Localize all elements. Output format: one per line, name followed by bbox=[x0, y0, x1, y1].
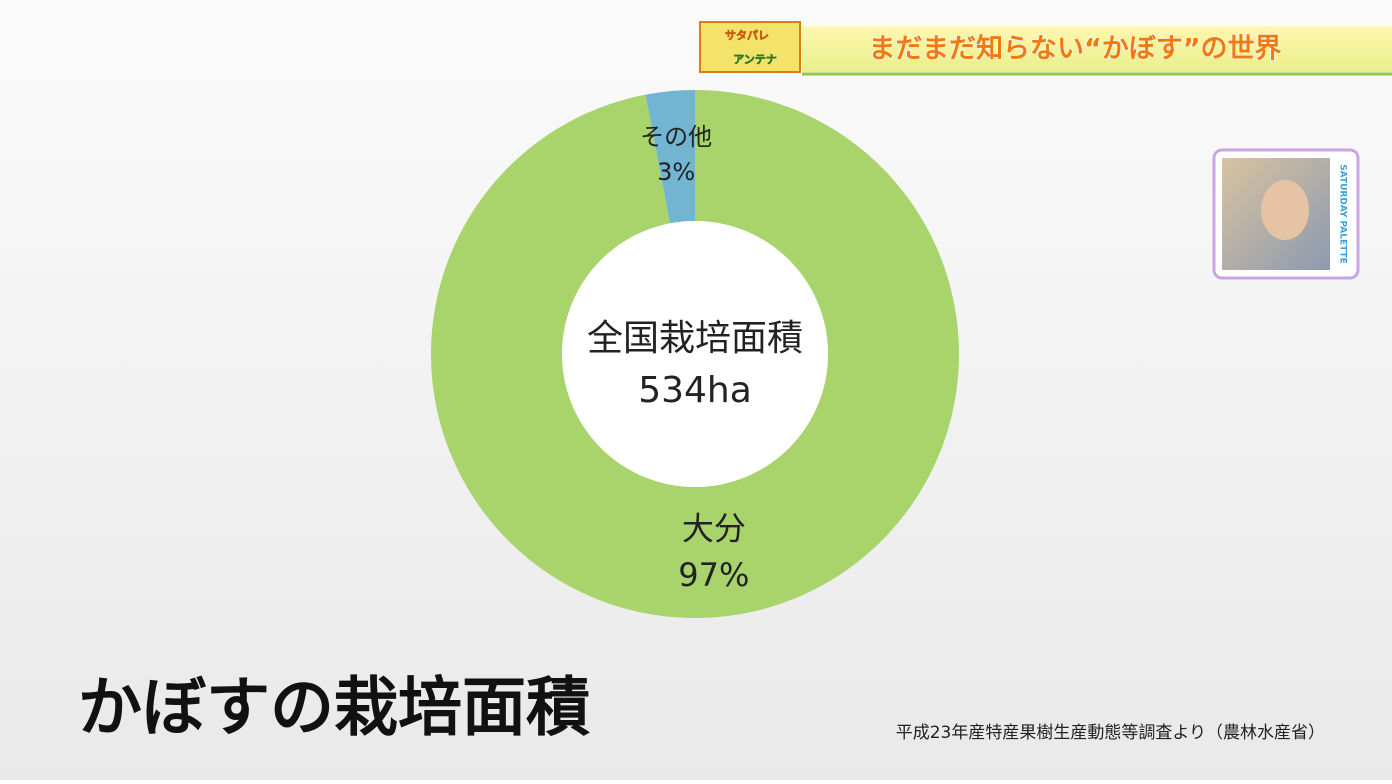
logo bbox=[699, 21, 801, 73]
banner-bar bbox=[802, 26, 1392, 72]
source: 平成23年産特産果樹生産動態等調査より（農林水産省） bbox=[896, 723, 1325, 743]
thumbnail-label: SATURDAY PALETTE bbox=[1338, 164, 1348, 264]
center-title: 全国栽培面積 bbox=[587, 318, 803, 359]
banner: サタパレ アンテナ まだまだ知らない“かぼす”の世界 bbox=[699, 21, 1392, 76]
thumbnail-person bbox=[1261, 180, 1309, 240]
slice-label: その他 bbox=[640, 123, 712, 151]
wedge bbox=[645, 90, 695, 224]
value-label: 97% bbox=[678, 556, 749, 594]
logo-top: サタパレ bbox=[725, 29, 769, 42]
donut-hole bbox=[562, 221, 828, 487]
thumbnail: SATURDAY PALETTE bbox=[1212, 148, 1360, 280]
donut-chart: 大分 97% その他 3% 全国栽培面積 534ha bbox=[430, 90, 959, 618]
center-value: 534ha bbox=[638, 370, 752, 411]
wedge bbox=[430, 90, 959, 618]
value-label: 3% bbox=[657, 158, 695, 186]
logo-bottom: アンテナ bbox=[733, 53, 777, 66]
caption: かぼすの栽培面積 bbox=[78, 672, 590, 746]
banner-title: まだまだ知らない“かぼす”の世界 bbox=[869, 34, 1282, 65]
slice-label: 大分 bbox=[682, 510, 746, 548]
